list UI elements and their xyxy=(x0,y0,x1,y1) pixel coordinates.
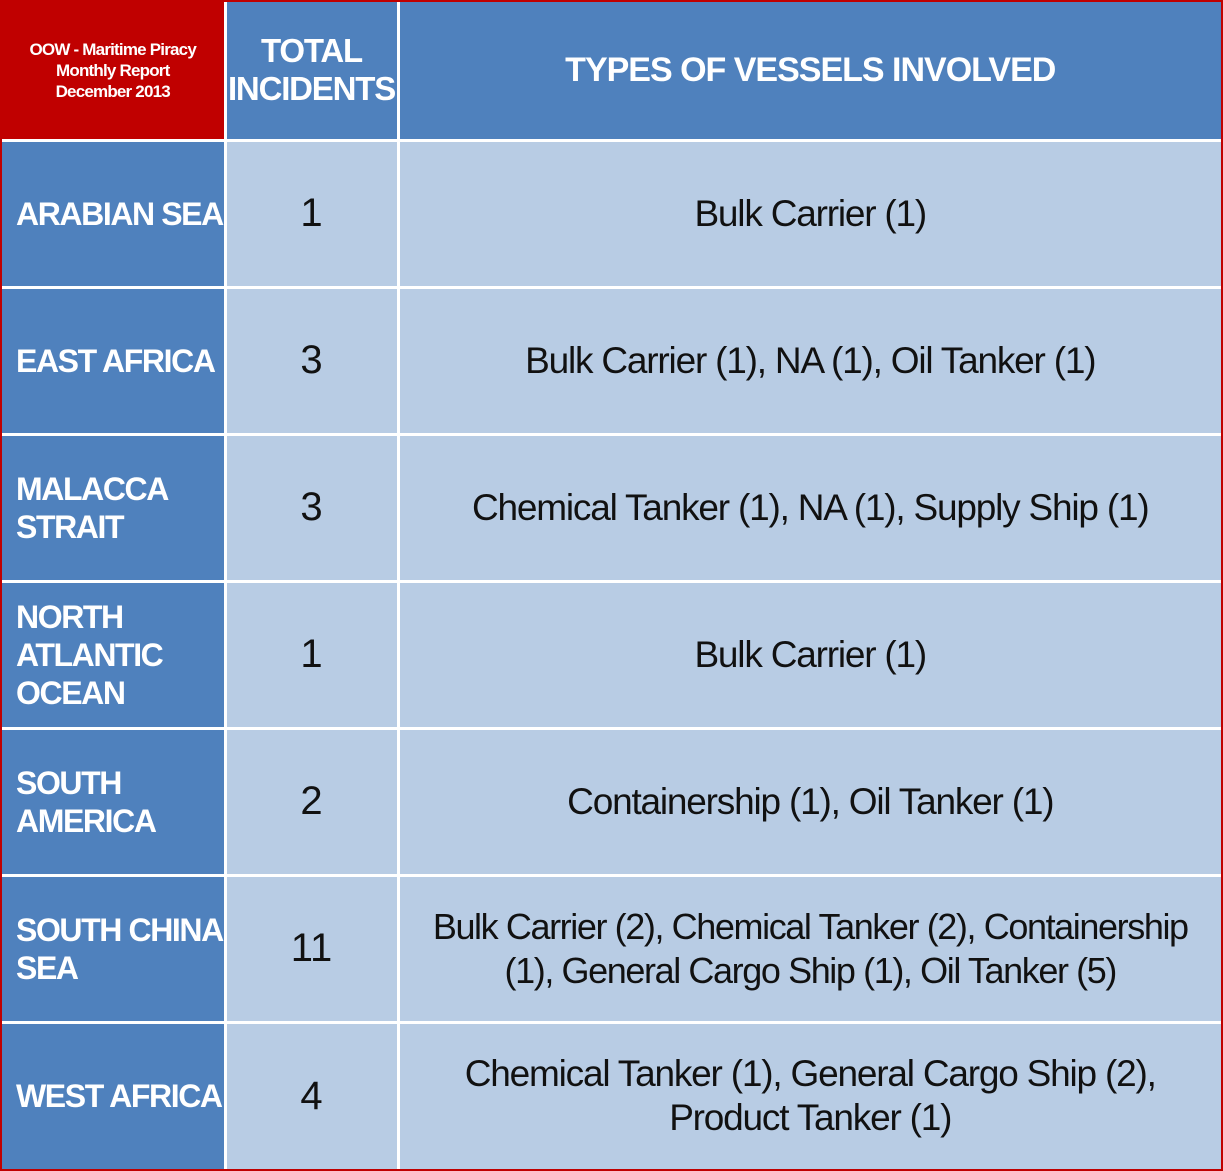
region-cell: EAST AFRICA xyxy=(2,285,227,436)
region-cell: MALACCA STRAIT xyxy=(2,432,227,583)
table-row: EAST AFRICA 3 Bulk Carrier (1), NA (1), Oi… xyxy=(2,285,1221,436)
table-row: MALACCA STRAIT 3 Chemical Tanker (1), NA (1… xyxy=(2,432,1221,583)
table-row: SOUTH CHINA SEA 11 Bulk Carrier (2), Chemic… xyxy=(2,873,1221,1024)
header-row: OOW - Maritime Piracy Monthly Report Dec… xyxy=(2,2,1221,142)
region-cell: NORTH ATLANTIC OCEAN xyxy=(2,579,227,730)
region-label-line: SOUTH xyxy=(16,764,122,801)
region-label-line: EAST AFRICA xyxy=(16,342,216,379)
report-title-line: Monthly Report xyxy=(56,60,170,80)
region-label-line: AMERICA xyxy=(16,802,157,839)
total-incidents-cell: 4 xyxy=(223,1020,400,1169)
region-cell: SOUTH CHINA SEA xyxy=(2,873,227,1024)
total-incidents-header-line: TOTAL xyxy=(261,32,363,70)
total-incidents-cell: 1 xyxy=(223,138,400,289)
vessel-types-cell: Containership (1), Oil Tanker (1) xyxy=(396,726,1221,877)
vessel-types-cell: Chemical Tanker (1), General Cargo Ship … xyxy=(396,1020,1221,1169)
total-incidents-header: TOTAL INCIDENTS xyxy=(223,2,400,142)
region-label-line: SOUTH CHINA xyxy=(16,911,223,948)
region-label-line: OCEAN xyxy=(16,674,126,711)
total-incidents-cell: 3 xyxy=(223,432,400,583)
vessel-types-header: TYPES OF VESSELS INVOLVED xyxy=(396,2,1221,142)
vessel-types-header-text: TYPES OF VESSELS INVOLVED xyxy=(565,51,1056,90)
table-row: ARABIAN SEA 1 Bulk Carrier (1) xyxy=(2,138,1221,289)
report-title-line: December 2013 xyxy=(55,81,171,101)
region-cell: ARABIAN SEA xyxy=(2,138,227,289)
total-incidents-cell: 1 xyxy=(223,579,400,730)
total-incidents-cell: 11 xyxy=(223,873,400,1024)
region-cell: SOUTH AMERICA xyxy=(2,726,227,877)
report-title: OOW - Maritime Piracy Monthly Report Dec… xyxy=(2,2,227,142)
region-label-line: ATLANTIC xyxy=(16,636,164,673)
region-label-line: STRAIT xyxy=(16,508,125,545)
region-cell: WEST AFRICA xyxy=(2,1020,227,1169)
vessel-types-cell: Bulk Carrier (1) xyxy=(396,138,1221,289)
region-label-line: ARABIAN SEA xyxy=(16,195,223,232)
table-row: NORTH ATLANTIC OCEAN 1 Bulk Carrier (1) xyxy=(2,579,1221,730)
region-label-line: MALACCA xyxy=(16,470,169,507)
region-label-line: WEST AFRICA xyxy=(16,1078,222,1115)
vessel-types-cell: Bulk Carrier (2), Chemical Tanker (2), C… xyxy=(396,873,1221,1024)
report-title-line: OOW - Maritime Piracy xyxy=(29,39,197,59)
region-label-line: SEA xyxy=(16,949,79,986)
vessel-types-cell: Chemical Tanker (1), NA (1), Supply Ship… xyxy=(396,432,1221,583)
table-row: SOUTH AMERICA 2 Containership (1), Oil Tank… xyxy=(2,726,1221,877)
vessel-types-cell: Bulk Carrier (1) xyxy=(396,579,1221,730)
table-row: WEST AFRICA 4 Chemical Tanker (1), General… xyxy=(2,1020,1221,1169)
total-incidents-cell: 2 xyxy=(223,726,400,877)
table-body: ARABIAN SEA 1 Bulk Carrier (1) EAST AFRICA 3… xyxy=(2,138,1221,1169)
total-incidents-cell: 3 xyxy=(223,285,400,436)
vessel-types-cell: Bulk Carrier (1), NA (1), Oil Tanker (1) xyxy=(396,285,1221,436)
region-label-line: NORTH xyxy=(16,598,124,635)
total-incidents-header-line: INCIDENTS xyxy=(227,70,396,108)
